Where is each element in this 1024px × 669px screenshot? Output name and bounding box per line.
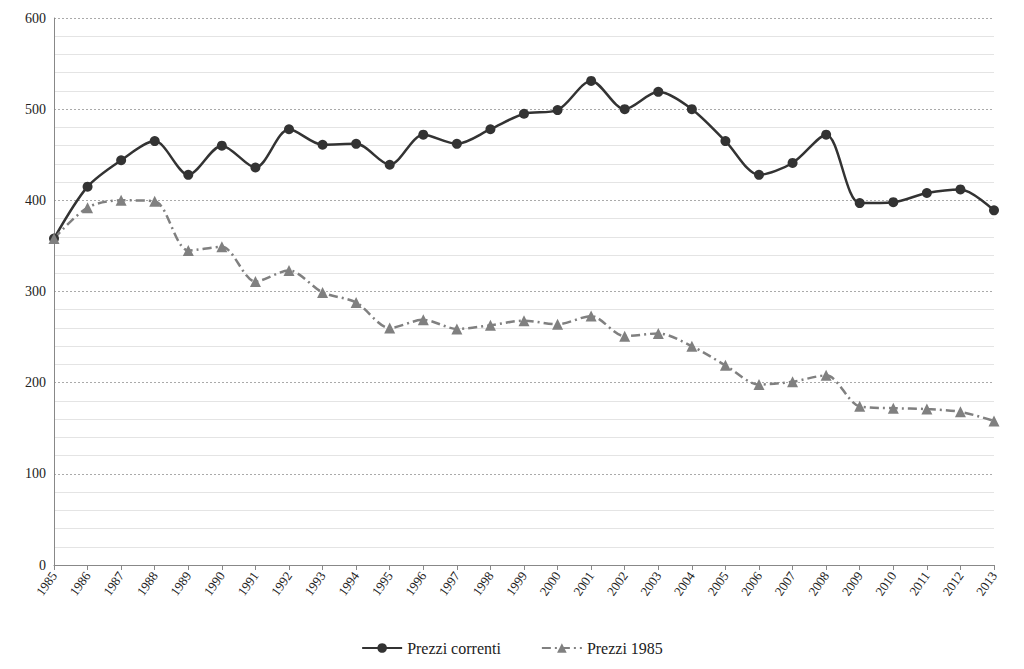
svg-text:2012: 2012 [939, 569, 966, 599]
svg-text:1988: 1988 [134, 569, 161, 599]
svg-text:2004: 2004 [671, 568, 698, 598]
svg-text:1999: 1999 [503, 569, 530, 599]
svg-text:100: 100 [25, 466, 46, 481]
svg-text:2001: 2001 [570, 569, 597, 599]
svg-text:1993: 1993 [302, 569, 329, 599]
svg-text:Prezzi correnti: Prezzi correnti [407, 640, 501, 657]
svg-text:2000: 2000 [537, 569, 564, 599]
svg-text:2010: 2010 [872, 569, 899, 599]
svg-text:1989: 1989 [167, 569, 194, 599]
svg-text:2005: 2005 [704, 569, 731, 599]
svg-text:1990: 1990 [201, 569, 228, 599]
svg-text:200: 200 [25, 375, 46, 390]
svg-text:2013: 2013 [973, 569, 1000, 599]
svg-text:1987: 1987 [100, 568, 127, 598]
svg-text:300: 300 [25, 284, 46, 299]
svg-text:1998: 1998 [469, 569, 496, 599]
svg-text:0: 0 [39, 558, 46, 573]
svg-text:2006: 2006 [738, 568, 765, 598]
svg-text:1997: 1997 [436, 568, 463, 598]
svg-text:2002: 2002 [604, 569, 631, 599]
svg-text:2003: 2003 [637, 569, 664, 599]
svg-text:1992: 1992 [268, 569, 295, 599]
svg-text:1994: 1994 [335, 568, 362, 598]
svg-text:2011: 2011 [906, 569, 933, 599]
svg-text:600: 600 [25, 11, 46, 26]
svg-text:400: 400 [25, 193, 46, 208]
svg-text:1996: 1996 [402, 568, 429, 598]
svg-text:1985: 1985 [33, 569, 60, 599]
svg-text:Prezzi 1985: Prezzi 1985 [587, 640, 663, 657]
svg-text:1995: 1995 [369, 569, 396, 599]
svg-text:2009: 2009 [839, 569, 866, 599]
svg-text:2007: 2007 [772, 568, 799, 598]
svg-text:1986: 1986 [67, 568, 94, 598]
svg-text:1991: 1991 [234, 569, 261, 599]
svg-text:2008: 2008 [805, 569, 832, 599]
svg-text:500: 500 [25, 102, 46, 117]
